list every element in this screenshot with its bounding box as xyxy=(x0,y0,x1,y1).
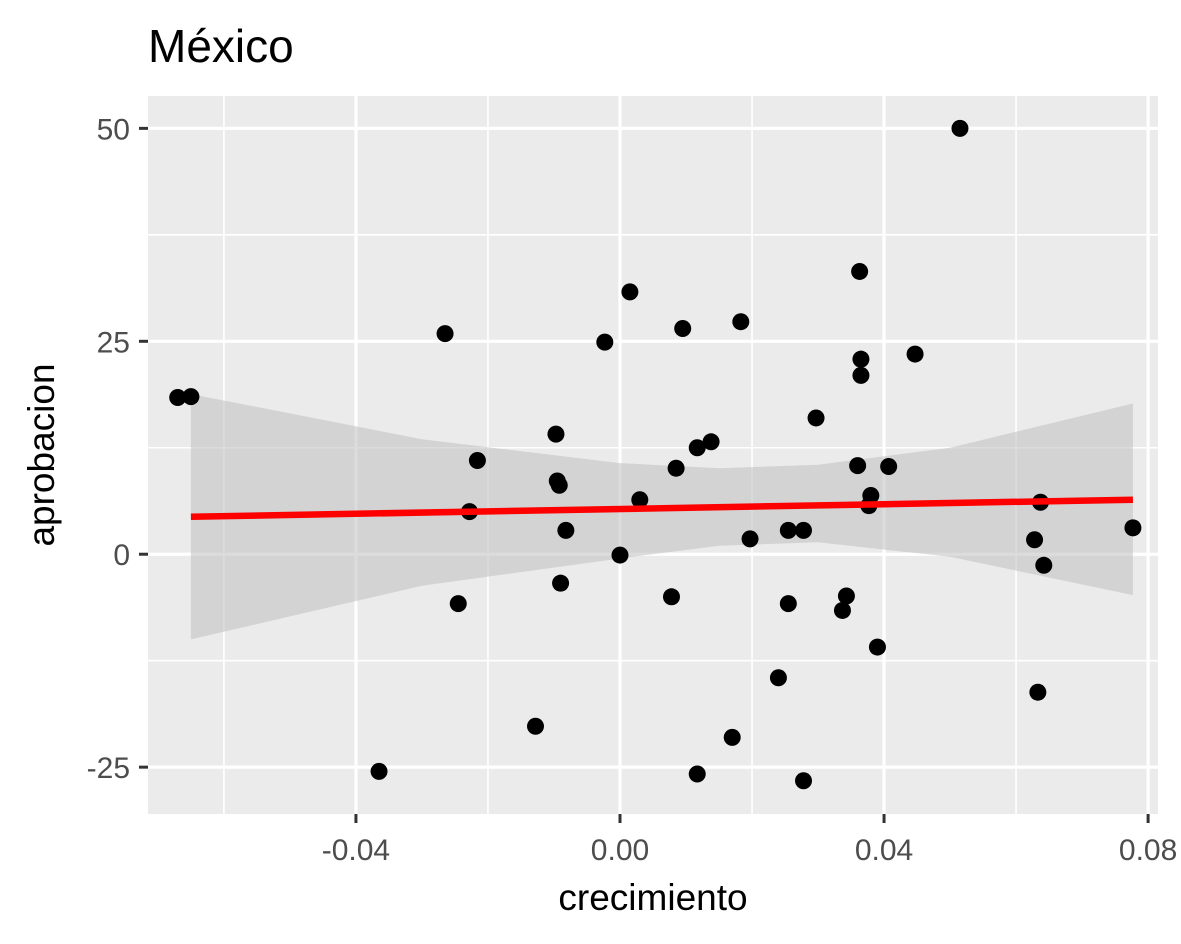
data-point xyxy=(906,345,924,363)
data-point xyxy=(688,439,706,457)
data-point xyxy=(741,530,759,548)
data-point xyxy=(852,350,870,368)
data-point xyxy=(1124,519,1142,537)
data-point xyxy=(1026,531,1044,549)
data-point xyxy=(552,574,570,592)
data-point xyxy=(688,765,706,783)
data-point xyxy=(849,457,867,475)
x-tick-label: -0.04 xyxy=(322,834,390,867)
data-point xyxy=(550,476,568,494)
data-point xyxy=(862,486,880,504)
data-point xyxy=(621,283,639,301)
data-point xyxy=(732,313,750,331)
data-point xyxy=(667,459,685,477)
x-tick-label: 0.08 xyxy=(1119,834,1177,867)
data-point xyxy=(807,409,825,427)
data-point xyxy=(468,452,486,470)
data-point xyxy=(631,491,649,509)
data-point xyxy=(674,320,692,338)
y-axis-title: aprobacion xyxy=(21,363,62,546)
data-point xyxy=(837,587,855,605)
y-tick-label: 25 xyxy=(97,326,130,359)
x-axis-title: crecimiento xyxy=(558,877,747,918)
x-tick-label: 0.04 xyxy=(855,834,913,867)
data-point xyxy=(547,425,565,443)
data-point xyxy=(557,521,575,539)
x-tick-label: 0.00 xyxy=(591,834,649,867)
data-point xyxy=(868,638,886,656)
data-point xyxy=(779,521,797,539)
data-point xyxy=(880,457,898,475)
data-point xyxy=(723,728,741,746)
data-point xyxy=(833,601,851,619)
data-point xyxy=(370,762,388,780)
y-tick-label: 0 xyxy=(113,539,130,572)
data-point xyxy=(662,588,680,606)
data-point xyxy=(1029,683,1047,701)
data-point xyxy=(795,772,813,790)
y-tick-label: 50 xyxy=(97,113,130,146)
data-point xyxy=(851,262,869,280)
y-axis: -25 0 25 50 xyxy=(87,113,148,785)
data-point xyxy=(449,595,467,613)
data-point xyxy=(951,119,969,137)
data-point xyxy=(526,717,544,735)
data-point xyxy=(169,389,187,407)
grid-major xyxy=(148,96,1158,814)
data-point xyxy=(702,433,720,451)
data-point xyxy=(182,388,200,406)
regression-line xyxy=(190,496,1133,520)
data-point xyxy=(596,333,614,351)
data-point xyxy=(852,366,870,384)
y-tick-label: -25 xyxy=(87,752,130,785)
confidence-band xyxy=(190,394,1133,640)
data-point xyxy=(1035,556,1053,574)
data-point xyxy=(769,669,787,687)
data-point xyxy=(436,325,454,343)
data-point xyxy=(611,546,629,564)
x-axis: -0.04 0.00 0.04 0.08 xyxy=(322,814,1177,867)
chart-title: México xyxy=(148,20,294,72)
data-point xyxy=(795,521,813,539)
data-point xyxy=(779,595,797,613)
